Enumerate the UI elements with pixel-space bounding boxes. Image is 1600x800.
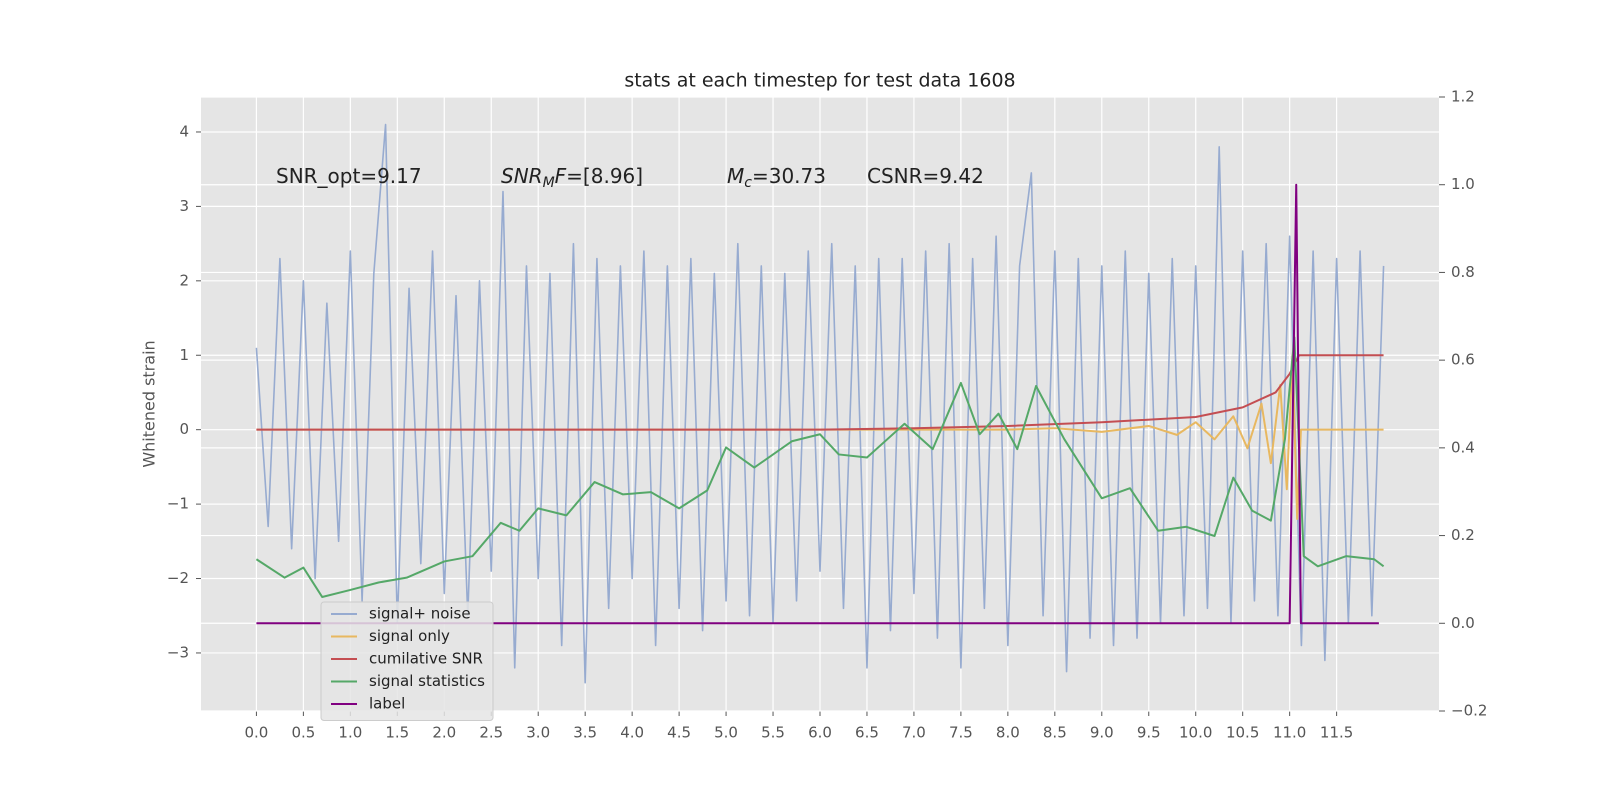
annotation: SNR_opt=9.17 [276, 164, 422, 188]
annotation-part: CSNR=9.42 [867, 164, 984, 188]
x-tick-label: 7.5 [949, 724, 973, 742]
x-tick-label: 9.0 [1090, 724, 1114, 742]
x-tick-label: 3.0 [526, 724, 550, 742]
x-tick-label: 10.5 [1226, 724, 1259, 742]
x-tick-label: 6.0 [808, 724, 832, 742]
y2-tick-label: 1.2 [1451, 88, 1475, 106]
legend-box [320, 601, 494, 721]
annotation-part: SNR_opt=9.17 [276, 164, 422, 188]
x-tick-label: 11.5 [1320, 724, 1353, 742]
y-axis-label: Whitened strain [140, 340, 159, 467]
y2-tick-label: −0.2 [1451, 702, 1487, 720]
x-tick-label: 10.0 [1179, 724, 1212, 742]
x-tick-label: 2.0 [432, 724, 456, 742]
y-tick-label: 1 [179, 346, 189, 364]
y-tick-label: 2 [179, 271, 189, 289]
x-tick-label: 0.0 [244, 724, 268, 742]
y-tick-label: 0 [179, 420, 189, 438]
x-tick-label: 5.5 [761, 724, 785, 742]
legend-label: label [369, 695, 405, 713]
annotation-part: SNR [501, 164, 543, 188]
y2-tick-label: 0.6 [1451, 351, 1475, 369]
series-line [255, 336, 1385, 598]
y2-tick-label: 0.2 [1451, 526, 1475, 544]
legend-label: signal only [369, 627, 450, 645]
y2-tick-label: 0.8 [1451, 263, 1475, 281]
y2-tick-label: 0.0 [1451, 614, 1475, 632]
y2-tick-label: 0.4 [1451, 438, 1475, 456]
y-tick-label: 3 [179, 197, 189, 215]
annotation: CSNR=9.42 [867, 164, 984, 188]
y2-tick-label: 1.0 [1451, 175, 1475, 193]
x-tick-label: 9.5 [1137, 724, 1161, 742]
y-tick-label: 4 [179, 122, 189, 140]
x-tick-label: 6.5 [855, 724, 879, 742]
y-tick-label: −3 [167, 643, 189, 661]
x-tick-label: 7.0 [902, 724, 926, 742]
annotation: Mc=30.73 [727, 164, 826, 192]
legend-label: signal+ noise [369, 605, 471, 623]
annotation-part: =30.73 [752, 164, 826, 188]
x-tick-label: 4.0 [620, 724, 644, 742]
annotation-part: =[8.96] [566, 164, 643, 188]
x-tick-label: 2.5 [479, 724, 503, 742]
chart-title: stats at each timestep for test data 160… [624, 70, 1015, 92]
annotation-part: c [744, 175, 752, 191]
x-tick-label: 1.0 [338, 724, 362, 742]
x-tick-label: 1.5 [385, 724, 409, 742]
x-tick-label: 8.0 [996, 724, 1020, 742]
annotation-part: M [727, 164, 744, 188]
x-tick-label: 0.5 [291, 724, 315, 742]
y-tick-label: −1 [167, 495, 189, 513]
x-tick-label: 4.5 [667, 724, 691, 742]
legend-label: cumilative SNR [369, 650, 483, 668]
legend-label: signal statistics [369, 672, 485, 690]
annotation-part: M [543, 175, 555, 191]
x-tick-label: 8.5 [1043, 724, 1067, 742]
x-tick-label: 3.5 [573, 724, 597, 742]
y-tick-label: −2 [167, 569, 189, 587]
x-tick-label: 11.0 [1273, 724, 1306, 742]
annotation-part: F [555, 164, 567, 188]
series-line [256, 183, 1379, 625]
annotation: SNRMF=[8.96] [501, 164, 643, 192]
x-tick-label: 5.0 [714, 724, 738, 742]
series-line [255, 123, 1385, 684]
